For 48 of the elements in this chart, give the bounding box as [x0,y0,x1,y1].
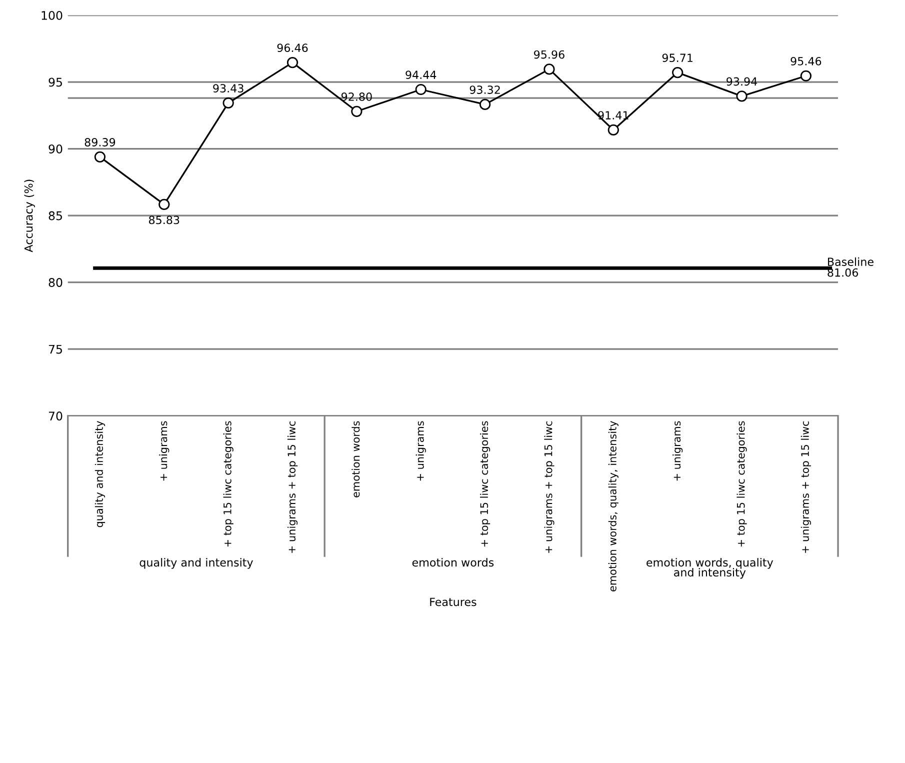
x-tick-label: + top 15 liwc categories [223,421,234,547]
x-tick-label: emotion words [352,421,360,498]
text: emotion words, quality and intensity [646,558,774,579]
point [158,198,170,210]
text: 93.32 [470,86,500,94]
point [736,90,748,102]
text: 95.46 [790,56,822,66]
x-tick-label: emotion words, quality, intensity [608,421,618,592]
text: 95.71 [662,54,692,62]
x-tick-label: + top 15 liwc categories [480,421,490,547]
y-tick-label: 85 [48,211,62,220]
x-tick-label: quality and intensity [94,421,106,528]
text: 85.83 [148,216,180,224]
text: emotion words [412,558,494,567]
x-tick-label: + unigrams [416,421,426,481]
y-tick-label: 70 [48,412,62,420]
point [415,84,426,96]
text: 94.44 [406,70,436,80]
x-tick-label: + unigrams [672,421,683,481]
text: 92.80 [341,92,372,101]
x-tick-label: + unigrams + top 15 liwc [800,421,811,553]
y-tick-label: 80 [48,278,62,287]
x-tick-label: + unigrams + top 15 liwc [544,421,554,553]
text: 96.46 [277,44,308,52]
y-tick-label: 75 [48,344,62,354]
point [286,56,298,68]
y-tick-label: 95 [48,78,62,87]
point [608,124,619,136]
text: 89.39 [84,138,116,146]
text: 95.96 [534,50,564,59]
text: quality and intensity [140,558,253,569]
point [672,66,684,78]
x-tick-label: + unigrams [159,421,170,481]
point [94,151,106,162]
point [351,106,362,117]
point [479,98,491,110]
ref-line-label: Baseline 81.06 [828,257,874,277]
point [544,64,555,75]
text: 93.94 [726,77,758,86]
x-axis-title: Features [430,598,476,606]
y-tick-label: 100 [42,10,62,20]
point [800,70,812,82]
y-axis-title: Accuracy (%) [24,180,35,252]
x-tick-label: + top 15 liwc categories [736,421,747,547]
x-tick-label: + unigrams + top 15 liwc [287,421,298,553]
point [222,97,234,109]
text: 93.43 [213,84,244,92]
y-tick-label: 90 [48,144,62,154]
